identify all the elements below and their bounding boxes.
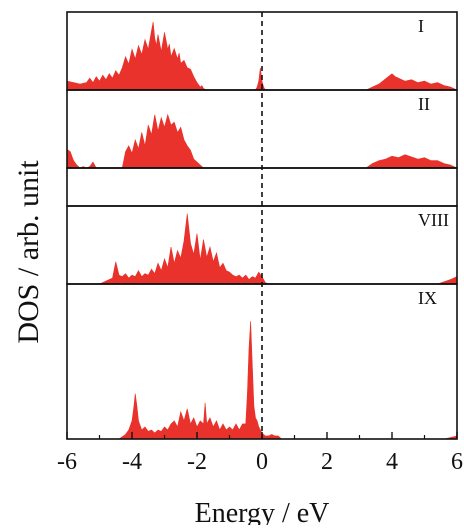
panel-label-i: I: [418, 16, 424, 36]
panel-label-ii: II: [418, 94, 430, 114]
x-tick-label: -4: [122, 449, 142, 475]
x-axis: -6 -4 -2 0 2 4 6: [57, 432, 463, 475]
x-tick-label: 2: [321, 449, 333, 475]
dos-series-viii: [67, 213, 458, 285]
panel-label-viii: VIII: [418, 210, 449, 230]
dos-series-ii: [66, 113, 458, 169]
x-tick-label: 0: [256, 449, 268, 475]
panel-label-ix: IX: [418, 288, 437, 308]
x-tick-label: 6: [451, 449, 463, 475]
x-tick-label: -6: [57, 449, 77, 475]
dos-series-ix: [67, 321, 458, 440]
y-axis-label: DOS / arb. unit: [12, 160, 45, 344]
x-axis-label: Energy / eV: [195, 498, 330, 525]
panel-frame-5: [66, 283, 458, 440]
dos-fills: [66, 21, 458, 440]
dos-series-i: [66, 21, 458, 91]
x-tick-label: -2: [187, 449, 207, 475]
x-tick-label: 4: [386, 449, 398, 475]
panel-frame-4: [66, 205, 458, 285]
